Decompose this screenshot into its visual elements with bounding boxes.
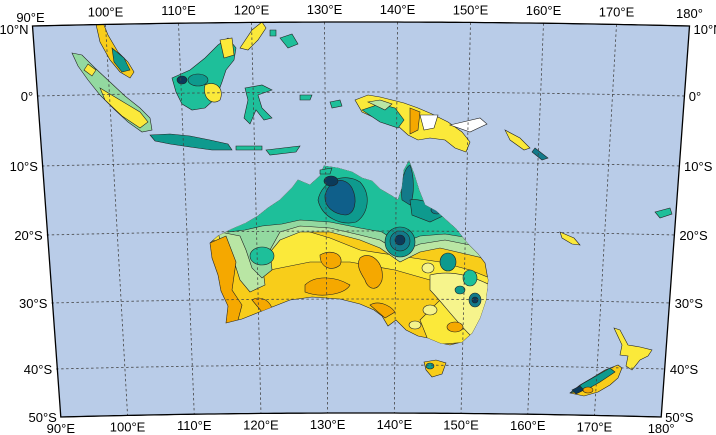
latitude-label: 30°S (19, 296, 48, 311)
longitude-label: 130°E (310, 417, 346, 432)
bottom-longitude-labels: 90°E 100°E 110°E 120°E 130°E 140°E 150°E 160°E 1… (47, 417, 675, 435)
sulawesi (243, 84, 273, 125)
latitude-label: 50°S (665, 410, 694, 425)
meridian-line (527, 23, 544, 415)
right-latitude-labels: 10°N 0° 10°S 20°S 30°S 40°S 50°S (665, 22, 716, 425)
latitude-label: 40°S (670, 362, 699, 377)
longitude-label: 90°E (16, 10, 45, 25)
map-frame (31, 21, 691, 418)
latitude-label: 50°S (29, 410, 58, 425)
meridian-line (324, 22, 329, 414)
latitude-label: 0° (689, 89, 701, 104)
longitude-label: 120°E (234, 2, 270, 17)
parallel-line (51, 298, 671, 304)
meridian-line (393, 22, 398, 414)
longitude-label: 100°E (110, 419, 146, 434)
new-guinea (354, 94, 488, 153)
longitude-label: 110°E (177, 418, 212, 433)
parallel-line (41, 161, 681, 167)
top-longitude-labels: 90°E 100°E 110°E 120°E 130°E 140°E 150°E 160°E 1… (16, 2, 703, 25)
longitude-label: 150°E (453, 2, 489, 17)
longitude-label: 130°E (307, 2, 343, 17)
meridian-line (178, 23, 195, 415)
longitude-label: 170°E (577, 419, 613, 434)
longitude-label: 140°E (380, 2, 416, 17)
latitude-label: 10°S (684, 159, 713, 174)
latitude-label: 10°N (0, 22, 29, 37)
new-zealand (569, 327, 653, 397)
longitude-label: 170°E (599, 4, 635, 19)
left-latitude-labels: 10°N 0° 10°S 20°S 30°S 40°S 50°S (0, 22, 57, 425)
longitude-label: 100°E (88, 4, 124, 19)
longitude-label: 110°E (161, 3, 196, 18)
latitude-label: 30°S (675, 296, 704, 311)
longitude-label: 180° (676, 6, 703, 21)
longitude-label: 140°E (377, 417, 413, 432)
meridian-line (105, 24, 128, 416)
meridian-line (251, 22, 262, 414)
sumatra (71, 52, 153, 133)
graticule (37, 22, 685, 416)
latitude-label: 20°S (679, 228, 708, 243)
latitude-label: 10°S (10, 159, 39, 174)
latitude-label: 0° (21, 89, 33, 104)
latitude-label: 20°S (14, 228, 43, 243)
latitude-label: 40°S (24, 362, 53, 377)
meridian-line (594, 24, 617, 416)
longitude-label: 160°E (526, 3, 562, 18)
longitude-label: 150°E (443, 417, 479, 432)
longitude-label: 160°E (510, 418, 546, 433)
longitude-label: 90°E (47, 421, 76, 435)
latitude-label: 10°N (694, 22, 716, 37)
parallel-line (56, 364, 666, 370)
longitude-label: 120°E (243, 417, 279, 432)
meridian-line (460, 22, 471, 414)
longitude-label: 180° (648, 421, 675, 435)
philippines (239, 22, 267, 51)
